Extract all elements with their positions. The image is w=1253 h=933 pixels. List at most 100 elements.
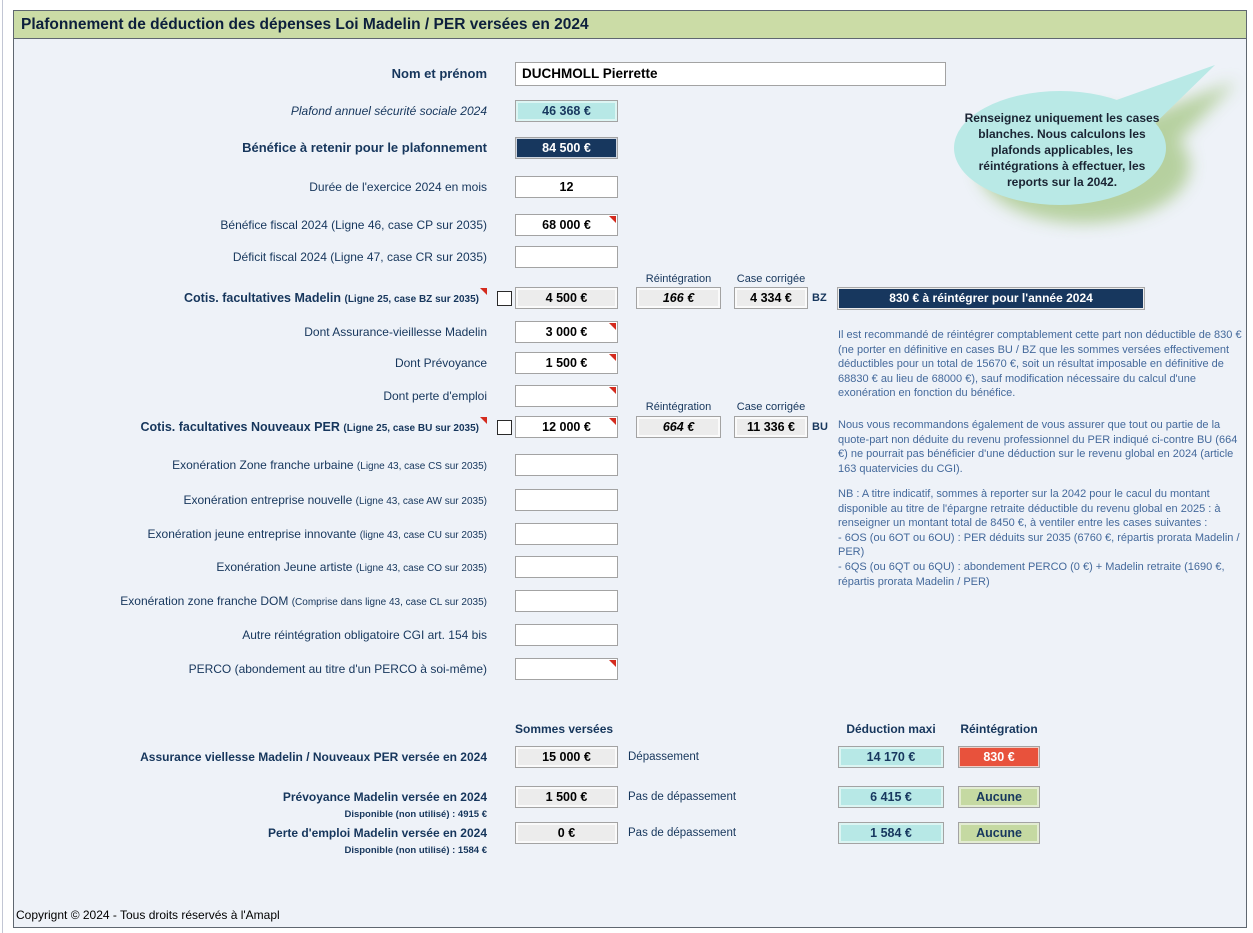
note-paragraph-1: Il est recommandé de réintégrer comptabl…	[838, 329, 1242, 400]
exo-dom-label: Exonération zone franche DOM (Comprise d…	[120, 594, 487, 608]
amount-value: 0 €	[557, 826, 576, 840]
row-exo-artiste: Exonération Jeune artiste (Ligne 43, cas…	[0, 556, 1253, 578]
note-nb-line2: - 6QS (ou 6QT ou 6QU) : abondement PERCO…	[838, 560, 1225, 588]
exo-zfu-input[interactable]	[515, 454, 618, 476]
exo-nouvelle-input[interactable]	[515, 489, 618, 511]
note-nb-intro: NB : A titre indicatif, sommes à reporte…	[838, 488, 1221, 530]
reintegration-value: 166 €	[662, 291, 695, 305]
exo-jei-input[interactable]	[515, 523, 618, 545]
cotis-per-checkbox[interactable]	[497, 420, 512, 435]
reintegration-cell: Aucune	[958, 822, 1040, 844]
cotis-per-case-corrigee: 11 336 €	[734, 416, 808, 438]
reintegration-cell: 830 €	[958, 746, 1040, 768]
reintegration-value: 664 €	[662, 420, 695, 434]
dont-av-input[interactable]: 3 000 €	[515, 321, 618, 343]
benefice-retenir-value: 84 500 €	[542, 141, 591, 155]
window-edge-line	[2, 0, 3, 933]
perco-input[interactable]	[515, 658, 618, 680]
autre-reintegration-input[interactable]	[515, 624, 618, 646]
comment-marker-icon	[609, 660, 616, 667]
summary-label: Perte d'emploi Madelin versée en 2024	[268, 826, 487, 840]
comment-marker-icon	[480, 417, 487, 424]
case-corrigee-value: 11 336 €	[747, 420, 795, 434]
deduction-maxi-cell: 6 415 €	[838, 786, 944, 808]
dont-perte-input[interactable]	[515, 385, 618, 407]
row-dont-prevoyance: Dont Prévoyance 1 500 €	[0, 352, 1253, 374]
comment-marker-icon	[609, 387, 616, 394]
benefice-fiscal-label: Bénéfice fiscal 2024 (Ligne 46, case CP …	[220, 218, 487, 232]
nom-input[interactable]: DUCHMOLL Pierrette	[515, 62, 946, 86]
comment-marker-icon	[609, 418, 616, 425]
exo-zfu-label: Exonération Zone franche urbaine (Ligne …	[172, 458, 487, 472]
benefice-fiscal-value: 68 000 €	[542, 218, 591, 232]
reintegration-value: Aucune	[976, 790, 1022, 804]
case-code-bz: BZ	[812, 292, 827, 304]
reintegration-col-header: Réintégration	[645, 273, 712, 285]
perco-label: PERCO (abondement au titre d'un PERCO à …	[188, 662, 487, 676]
dont-prevoyance-label: Dont Prévoyance	[394, 356, 487, 370]
duree-input[interactable]: 12	[515, 176, 618, 198]
plafond-value: 46 368 €	[542, 104, 591, 118]
cotis-per-label: Cotis. facultatives Nouveaux PER (Ligne …	[15, 416, 487, 440]
copyright-text: Copyrignt © 2024 - Tous droits réservés …	[16, 908, 280, 922]
column-headers-madelin: Réintégration Case corrigée	[0, 272, 1253, 294]
dont-prevoyance-input[interactable]: 1 500 €	[515, 352, 618, 374]
amount-value: 1 500 €	[545, 790, 588, 804]
duree-value: 12	[559, 180, 574, 194]
deduction-maxi-header: Déduction maxi	[846, 722, 936, 736]
row-deficit-fiscal: Déficit fiscal 2024 (Ligne 47, case CR s…	[0, 246, 1253, 268]
cotis-per-input[interactable]: 12 000 €	[515, 416, 618, 438]
reintegration-header: Réintégration	[960, 722, 1038, 736]
autre-reintegration-label: Autre réintégration obligatoire CGI art.…	[242, 628, 487, 642]
page-title: Plafonnement de déduction des dépenses L…	[13, 10, 1247, 39]
benefice-fiscal-input[interactable]: 68 000 €	[515, 214, 618, 236]
cotis-per-reintegration: 664 €	[636, 416, 721, 438]
row-exo-nouvelle: Exonération entreprise nouvelle (Ligne 4…	[0, 489, 1253, 511]
sommes-versees-cell: 0 €	[515, 822, 618, 844]
reintegration-cell: Aucune	[958, 786, 1040, 808]
reintegration-value: Aucune	[976, 826, 1022, 840]
note-paragraph-2: Nous vous recommandons également de vous…	[838, 419, 1238, 475]
plafond-output: 46 368 €	[515, 100, 618, 122]
row-duree: Durée de l'exercice 2024 en mois 12	[0, 176, 1253, 198]
status-text: Pas de dépassement	[628, 827, 737, 839]
amount-value: 15 000 €	[542, 750, 591, 764]
deduction-value: 1 584 €	[870, 826, 912, 840]
summary-label: Prévoyance Madelin versée en 2024	[282, 790, 487, 804]
comment-marker-icon	[480, 288, 487, 295]
deficit-fiscal-input[interactable]	[515, 246, 618, 268]
bubble-help-text: Renseignez uniquement les cases blanches…	[964, 111, 1160, 189]
deduction-value: 14 170 €	[866, 750, 916, 764]
status-text: Pas de dépassement	[628, 791, 737, 803]
exo-dom-input[interactable]	[515, 590, 618, 612]
exo-artiste-input[interactable]	[515, 556, 618, 578]
deduction-value: 6 415 €	[870, 790, 912, 804]
row-nom: Nom et prénom DUCHMOLL Pierrette	[0, 62, 1253, 86]
note-nb-line1: - 6OS (ou 6OT ou 6OU) : PER déduits sur …	[838, 531, 1240, 559]
dont-prevoyance-value: 1 500 €	[545, 356, 588, 370]
bubble-body	[954, 91, 1166, 205]
deduction-maxi-cell: 14 170 €	[838, 746, 944, 768]
cotis-madelin-checkbox[interactable]	[497, 291, 512, 306]
row-plafond: Plafond annuel sécurité sociale 2024 46 …	[0, 100, 1253, 122]
cotis-madelin-value: 4 500 €	[545, 291, 588, 305]
benefice-retenir-output: 84 500 €	[515, 137, 618, 159]
row-exo-zfu: Exonération Zone franche urbaine (Ligne …	[0, 454, 1253, 476]
comment-marker-icon	[609, 216, 616, 223]
comment-marker-icon	[609, 354, 616, 361]
cotis-madelin-amount: 4 500 €	[515, 287, 618, 309]
exo-artiste-label: Exonération Jeune artiste (Ligne 43, cas…	[216, 560, 487, 574]
row-exo-jei: Exonération jeune entreprise innovante (…	[0, 523, 1253, 545]
case-code-bu: BU	[812, 421, 828, 433]
row-exo-dom: Exonération zone franche DOM (Comprise d…	[0, 590, 1253, 612]
exo-nouvelle-label: Exonération entreprise nouvelle (Ligne 4…	[183, 493, 488, 507]
case-corrigee-value: 4 334 €	[750, 291, 792, 305]
cotis-madelin-reintegration: 166 €	[636, 287, 721, 309]
row-perco: PERCO (abondement au titre d'un PERCO à …	[0, 658, 1253, 680]
exo-jei-label: Exonération jeune entreprise innovante (…	[147, 527, 487, 541]
reintegration-banner: 830 € à réintégrer pour l'année 2024	[838, 288, 1144, 309]
plafond-label: Plafond annuel sécurité sociale 2024	[290, 104, 487, 118]
sommes-versees-header: Sommes versées	[515, 722, 614, 736]
row-autre-reintegration: Autre réintégration obligatoire CGI art.…	[0, 624, 1253, 646]
status-text: Dépassement	[628, 751, 699, 763]
